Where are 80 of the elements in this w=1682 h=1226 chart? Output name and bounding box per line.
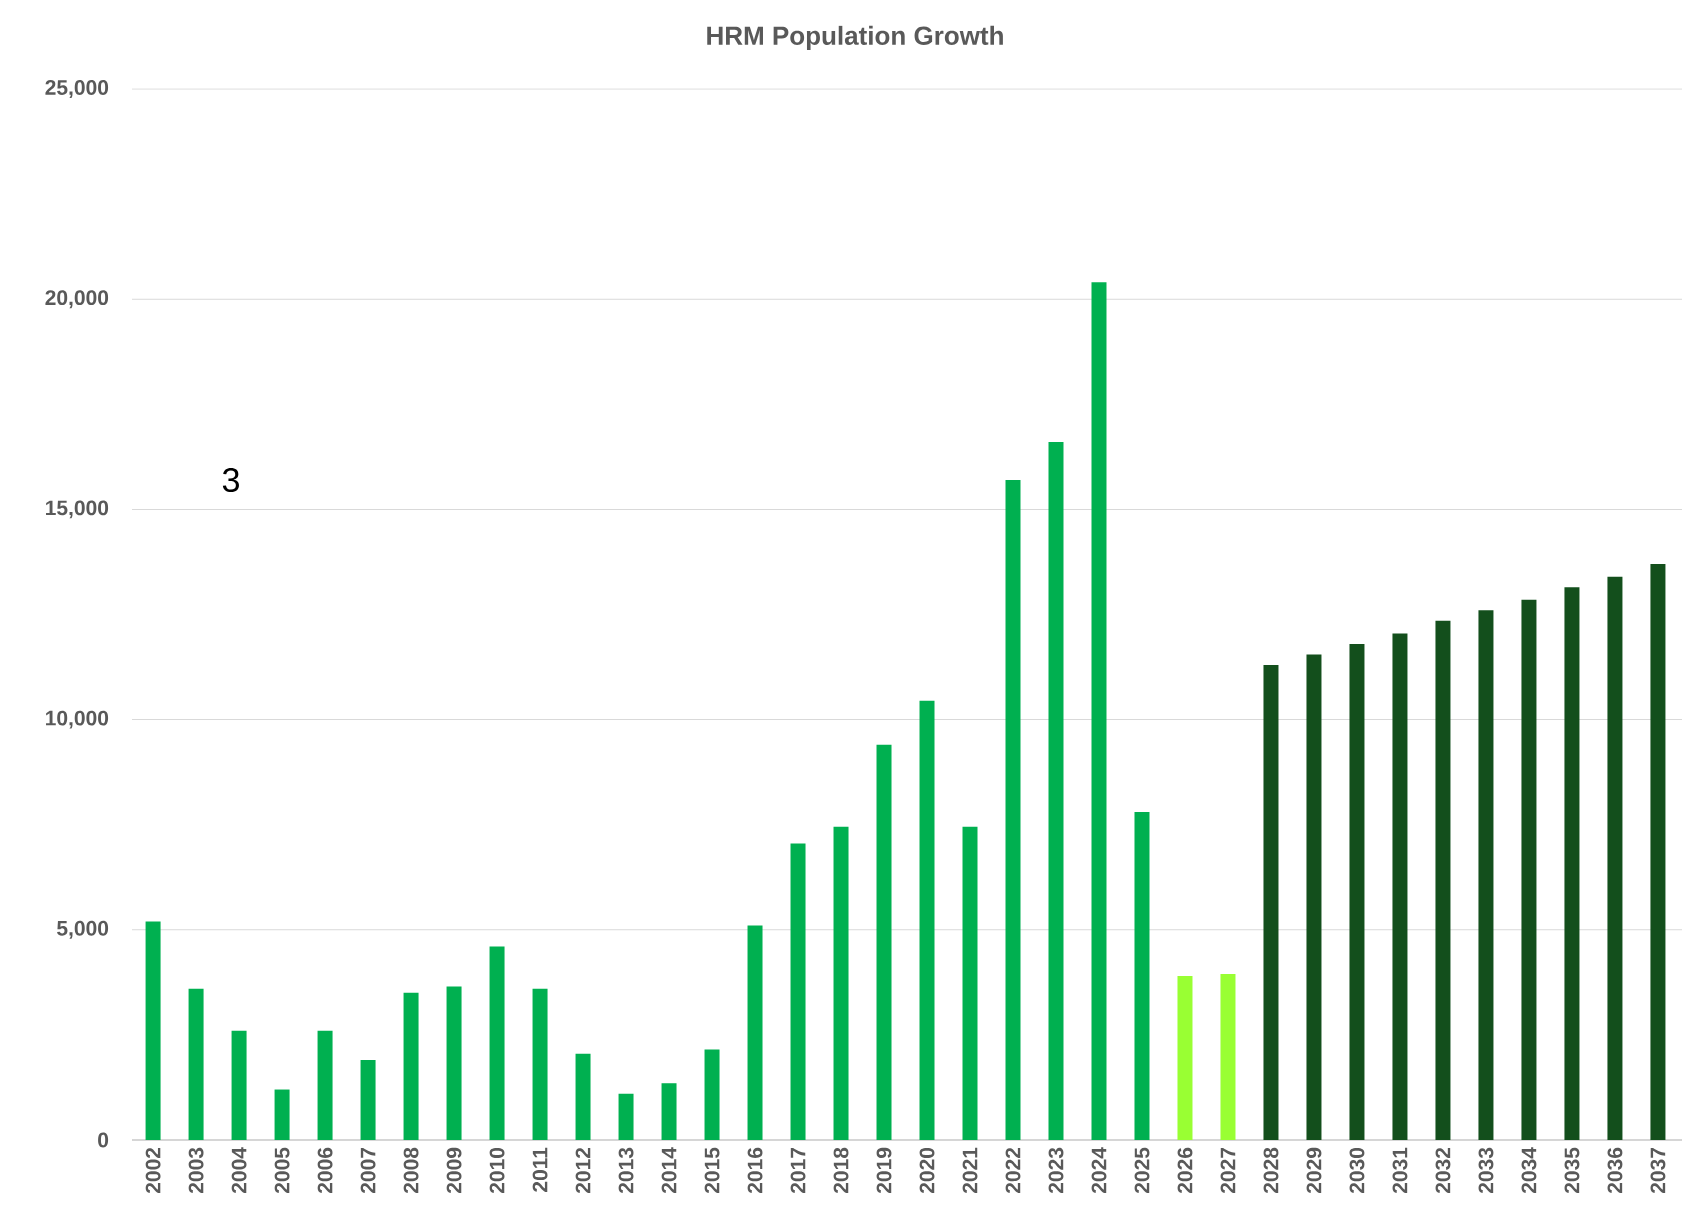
x-tick-label: 2021 xyxy=(962,1147,978,1194)
y-tick-label: 15,000 xyxy=(46,500,109,519)
bar xyxy=(1263,664,1279,1140)
x-tick-label: 2012 xyxy=(575,1147,591,1194)
x-tick-label: 2033 xyxy=(1478,1147,1494,1194)
bar xyxy=(661,1083,677,1140)
bar xyxy=(1349,643,1365,1140)
x-tick-label: 2025 xyxy=(1134,1147,1150,1194)
bar xyxy=(1091,282,1107,1140)
annotation: 3 xyxy=(222,467,239,493)
y-tick-label: 20,000 xyxy=(45,290,109,309)
bar xyxy=(1435,620,1451,1140)
x-tick-label: 2008 xyxy=(403,1147,419,1194)
x-tick-label: 2003 xyxy=(188,1147,204,1194)
bar xyxy=(446,986,462,1140)
bar xyxy=(532,988,548,1140)
bar xyxy=(231,1030,247,1140)
x-tick-label: 2011 xyxy=(532,1147,548,1192)
x-tick-label: 2020 xyxy=(919,1147,935,1194)
x-tick-label: 2023 xyxy=(1048,1147,1064,1194)
bar xyxy=(145,921,161,1140)
x-tick-label: 2002 xyxy=(145,1147,161,1194)
x-tick-label: 2019 xyxy=(876,1147,892,1194)
bar xyxy=(1392,633,1408,1140)
x-tick-label: 2035 xyxy=(1564,1147,1580,1194)
x-tick-label: 2022 xyxy=(1005,1147,1021,1194)
bar xyxy=(962,826,978,1140)
x-tick-label: 2014 xyxy=(661,1147,677,1194)
x-tick-label: 2010 xyxy=(489,1147,505,1194)
bar xyxy=(1564,587,1580,1140)
x-tick-label: 2015 xyxy=(704,1147,720,1194)
bar xyxy=(274,1089,290,1140)
bar xyxy=(833,826,849,1140)
bar xyxy=(489,946,505,1140)
x-tick-label: 2027 xyxy=(1220,1147,1236,1194)
x-tick-label: 2034 xyxy=(1521,1147,1537,1194)
x-tick-label: 2006 xyxy=(317,1147,333,1194)
x-tick-label: 2031 xyxy=(1392,1147,1408,1194)
bar xyxy=(360,1060,376,1140)
bar xyxy=(704,1049,720,1140)
bar xyxy=(876,744,892,1140)
chart-title: HRM Population Growth xyxy=(707,25,1003,51)
y-tick-label: 10,000 xyxy=(46,710,109,729)
x-tick-label: 2026 xyxy=(1177,1147,1193,1194)
bar xyxy=(1607,576,1623,1140)
x-tick-label: 2007 xyxy=(360,1147,376,1194)
x-tick-label: 2004 xyxy=(231,1147,247,1194)
bar xyxy=(919,700,935,1140)
x-tick-label: 2016 xyxy=(747,1147,763,1194)
bar xyxy=(1521,599,1537,1140)
x-tick-label: 2028 xyxy=(1263,1147,1279,1194)
x-tick-label: 2032 xyxy=(1435,1147,1451,1194)
bar xyxy=(1306,654,1322,1140)
bar xyxy=(618,1093,634,1140)
y-tick-label: 5,000 xyxy=(57,920,109,939)
x-tick-label: 2036 xyxy=(1607,1147,1623,1194)
y-tick-label: 0 xyxy=(98,1132,109,1148)
bar xyxy=(1177,976,1193,1140)
bar xyxy=(747,925,763,1140)
bar xyxy=(1134,812,1150,1140)
bar xyxy=(1220,973,1236,1140)
x-tick-label: 2013 xyxy=(618,1147,634,1194)
x-tick-label: 2029 xyxy=(1306,1147,1322,1194)
bar xyxy=(790,843,806,1140)
bar xyxy=(317,1030,333,1140)
x-tick-label: 2030 xyxy=(1349,1147,1365,1194)
bar xyxy=(1048,442,1064,1140)
bar xyxy=(1650,564,1666,1140)
bar xyxy=(188,988,204,1140)
y-tick-label: 25,000 xyxy=(45,80,109,98)
bar xyxy=(1005,479,1021,1140)
bar xyxy=(1478,610,1494,1140)
bar xyxy=(575,1053,591,1140)
x-tick-label: 2037 xyxy=(1650,1147,1666,1194)
bar xyxy=(403,992,419,1140)
x-tick-label: 2024 xyxy=(1091,1147,1107,1194)
x-tick-label: 2017 xyxy=(790,1147,806,1194)
x-tick-label: 2009 xyxy=(446,1147,462,1194)
x-tick-label: 2018 xyxy=(833,1147,849,1194)
x-tick-label: 2005 xyxy=(274,1147,290,1194)
